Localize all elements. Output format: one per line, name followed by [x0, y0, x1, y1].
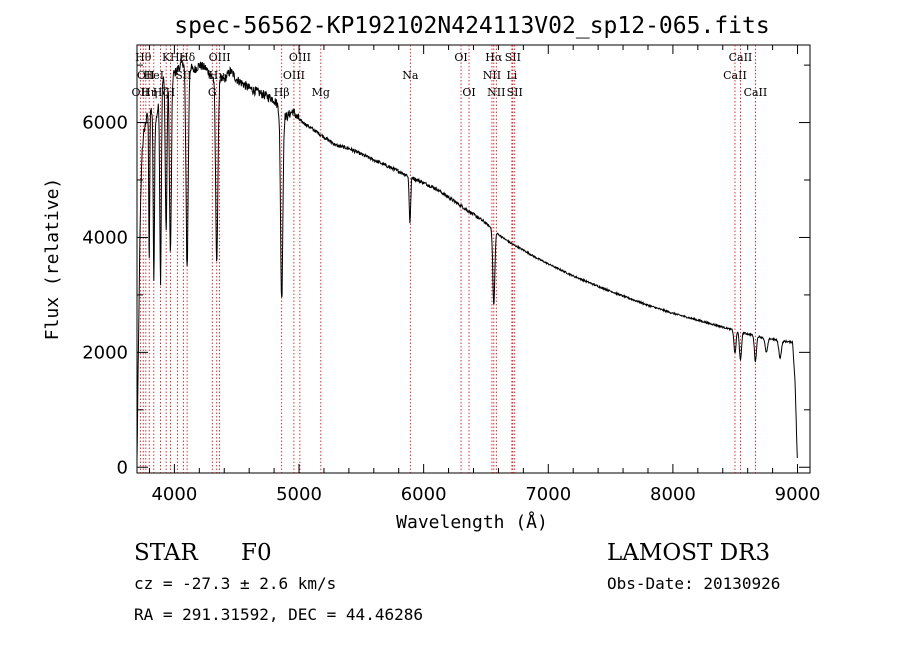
x-tick-label: 6000 [401, 484, 447, 505]
line-marker-label: G [208, 86, 217, 99]
x-axis-label: Wavelength (Å) [396, 511, 548, 533]
line-marker-label: Mg [312, 86, 330, 99]
line-marker-label: OI [462, 86, 475, 99]
line-marker-label: Hα [485, 51, 503, 64]
line-marker-label: H [166, 86, 176, 99]
x-tick-label: 7000 [525, 484, 571, 505]
object-class: STAR [134, 540, 198, 566]
plot-area: OIIHθOIIHηHeIHζKHHεSIIHδGHγOIIIHβOIIIOII… [132, 44, 811, 474]
line-marker-label: OIII [289, 51, 311, 64]
x-tick-label: 9000 [775, 484, 821, 505]
line-marker-label: OIII [283, 69, 305, 82]
y-tick-label: 2000 [82, 342, 128, 363]
line-markers: OIIHθOIIHηHeIHζKHHεSIIHδGHγOIIIHβOIIIOII… [132, 45, 768, 473]
x-tick-label: 4000 [151, 484, 197, 505]
axis-ticks [137, 45, 810, 473]
line-marker-label: SII [507, 86, 523, 99]
line-marker-label: SII [505, 51, 521, 64]
line-marker-label: NII [483, 69, 501, 82]
y-tick-label: 4000 [82, 227, 128, 248]
line-marker-label: OI [454, 51, 467, 64]
line-marker-label: Hη [141, 86, 157, 99]
velocity-readout: cz = -27.3 ± 2.6 km/s [134, 574, 336, 593]
line-marker-label: Hβ [274, 86, 290, 99]
object-subclass: F0 [241, 540, 272, 566]
line-marker-label: Li [506, 69, 517, 82]
line-marker-label: CaII [744, 86, 768, 99]
x-tick-label: 8000 [650, 484, 696, 505]
chart-title: spec-56562-KP192102N424113V02_sp12-065.f… [174, 13, 769, 39]
line-marker-label: OIII [209, 51, 231, 64]
x-tick-label: 5000 [276, 484, 322, 505]
line-marker-label: SII [175, 69, 191, 82]
x-tick-labels: 4000 5000 6000 7000 8000 9000 [151, 484, 820, 505]
line-marker-label: HeI [144, 69, 164, 82]
line-marker-label: OII [137, 69, 155, 82]
y-tick-label: 6000 [82, 113, 128, 134]
y-axis-label: Flux (relative) [42, 178, 63, 341]
line-marker-label: CaII [723, 69, 747, 82]
coordinates-readout: RA = 291.31592, DEC = 44.46286 [134, 605, 423, 624]
y-tick-label: 0 [117, 457, 128, 478]
line-marker-label: Na [402, 69, 419, 82]
obs-date: Obs-Date: 20130926 [607, 574, 780, 593]
survey-name: LAMOST DR3 [607, 540, 770, 566]
line-marker-label: Hδ [179, 51, 196, 64]
spectrum-line [136, 59, 798, 461]
plot-frame [136, 44, 811, 474]
line-marker-label: Hθ [135, 51, 152, 64]
line-marker-label: NII [487, 86, 505, 99]
line-marker-label: OII [132, 86, 150, 99]
line-marker-label: Hγ [209, 69, 226, 82]
line-marker-label: K [162, 51, 171, 64]
line-marker-label: CaII [729, 51, 753, 64]
y-tick-labels: 0 2000 4000 6000 [82, 113, 128, 479]
